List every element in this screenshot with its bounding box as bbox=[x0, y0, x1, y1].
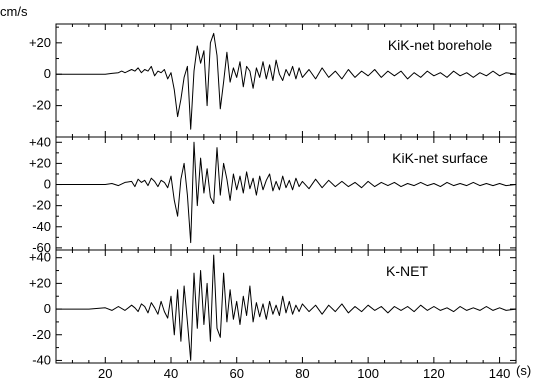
y-tick-label: 0 bbox=[44, 177, 51, 192]
y-unit-label: cm/s bbox=[0, 4, 28, 19]
panel-frame bbox=[55, 249, 517, 364]
y-tick-label: -20 bbox=[32, 98, 51, 113]
x-tick-label: 140 bbox=[489, 366, 511, 381]
velocity-trace bbox=[56, 141, 517, 244]
x-tick-label: 60 bbox=[229, 366, 243, 381]
panel-label: KiK-net borehole bbox=[388, 37, 493, 53]
y-tick-label: +40 bbox=[29, 134, 51, 149]
panel-label: K-NET bbox=[386, 263, 428, 279]
x-tick-label: 40 bbox=[164, 366, 178, 381]
x-tick-label: 20 bbox=[98, 366, 112, 381]
velocity-trace bbox=[56, 254, 517, 361]
y-tick-label: +20 bbox=[29, 35, 51, 50]
y-tick-label: -20 bbox=[32, 327, 51, 342]
y-tick-label: 0 bbox=[44, 301, 51, 316]
y-tick-label: -60 bbox=[32, 240, 51, 255]
x-tick-label: 100 bbox=[357, 366, 379, 381]
panel-label: KiK-net surface bbox=[392, 150, 488, 166]
y-tick-label: +40 bbox=[29, 250, 51, 265]
y-tick-label: -40 bbox=[32, 352, 51, 367]
x-tick-label: 120 bbox=[423, 366, 445, 381]
panels: +20 0 -20 KiK-net borehole +40 +20 0 -20 -40 -60 K… bbox=[29, 23, 517, 381]
y-tick-label: -20 bbox=[32, 198, 51, 213]
velocity-trace bbox=[56, 32, 517, 130]
x-unit-label: (s) bbox=[516, 363, 531, 378]
y-tick-label: +20 bbox=[29, 275, 51, 290]
y-tick-label: 0 bbox=[44, 66, 51, 81]
y-tick-label: -40 bbox=[32, 219, 51, 234]
y-tick-label: +20 bbox=[29, 155, 51, 170]
x-tick-label: 80 bbox=[295, 366, 309, 381]
